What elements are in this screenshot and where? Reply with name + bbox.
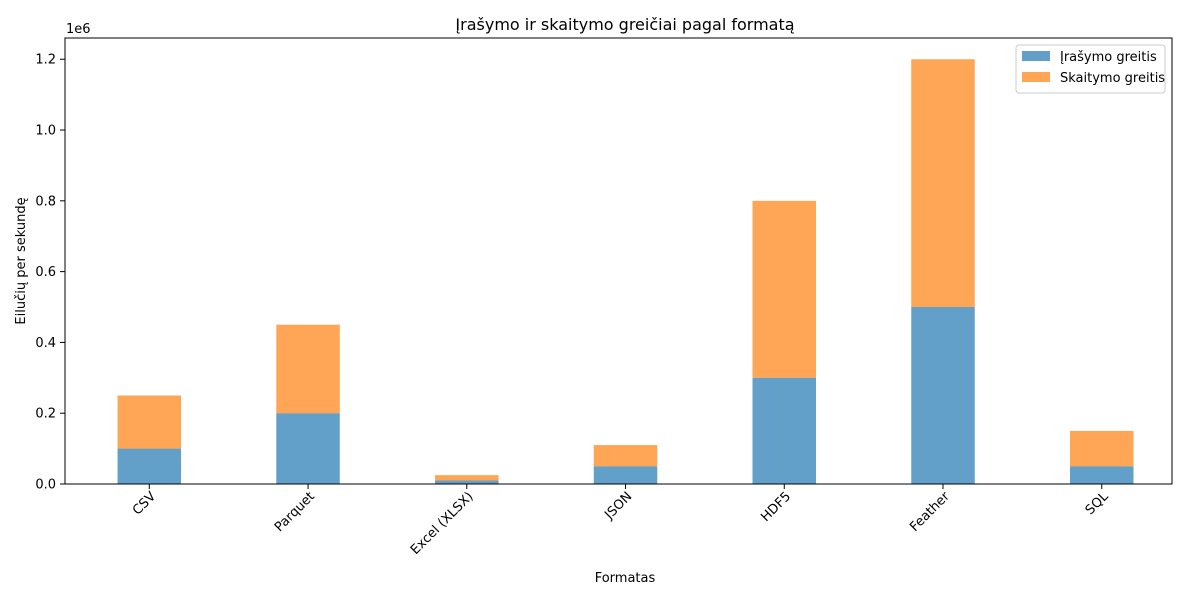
bar-read-2: [435, 475, 499, 481]
x-tick-label: Feather: [907, 489, 953, 535]
bar-read-1: [276, 324, 340, 414]
bar-write-3: [593, 466, 658, 484]
x-tick-label: Excel (XLSX): [408, 489, 477, 558]
bar-read-3: [593, 445, 658, 467]
x-tick-label: SQL: [1083, 489, 1112, 518]
x-tick-label: Parquet: [272, 489, 318, 535]
plot-frame: [64, 37, 1173, 485]
bar-write-5: [911, 307, 975, 484]
bar-write-2: [435, 480, 499, 484]
y-tick-label: 0.0: [35, 478, 56, 493]
x-tick-label: JSON: [601, 489, 635, 523]
bar-read-6: [1069, 430, 1134, 467]
y-axis-ticks: 0.0 0.2 0.4 0.6 0.8 1.0 1.2: [35, 53, 65, 493]
y-tick-label: 0.2: [35, 407, 56, 422]
legend-box: [1015, 44, 1166, 94]
bar-write-6: [1069, 466, 1134, 484]
bar-write-0: [117, 448, 182, 484]
chart-title: Įrašymo ir skaitymo greičiai pagal forma…: [455, 15, 794, 34]
legend-label-read: Skaitymo greitis: [1060, 71, 1165, 86]
bar-read-4: [752, 200, 817, 378]
y-axis-offset-text: 1e6: [66, 22, 91, 37]
y-tick-label: 0.8: [35, 194, 56, 209]
y-tick-label: 0.4: [35, 336, 56, 351]
y-tick-label: 1.2: [35, 53, 56, 68]
bar-read-0: [117, 395, 182, 449]
legend-swatch-read: [1022, 72, 1050, 82]
y-tick-label: 0.6: [35, 265, 56, 280]
legend: Įrašymo greitis Skaitymo greitis: [1015, 44, 1166, 94]
y-axis-label: Eilučių per sekundę: [14, 197, 29, 324]
y-tick-label: 1.0: [35, 124, 56, 139]
x-axis-ticks: CSV Parquet Excel (XLSX) JSON HDF5 Feather SQL: [130, 484, 1112, 558]
legend-swatch-write: [1022, 51, 1050, 61]
bar-read-5: [911, 59, 975, 308]
bar-write-1: [276, 413, 340, 484]
x-axis-label: Formatas: [595, 571, 656, 586]
bar-write-4: [752, 377, 817, 484]
x-tick-label: HDF5: [758, 489, 794, 525]
bars-group: [117, 59, 1134, 484]
legend-label-write: Įrašymo greitis: [1060, 50, 1157, 65]
x-tick-label: CSV: [130, 489, 159, 518]
